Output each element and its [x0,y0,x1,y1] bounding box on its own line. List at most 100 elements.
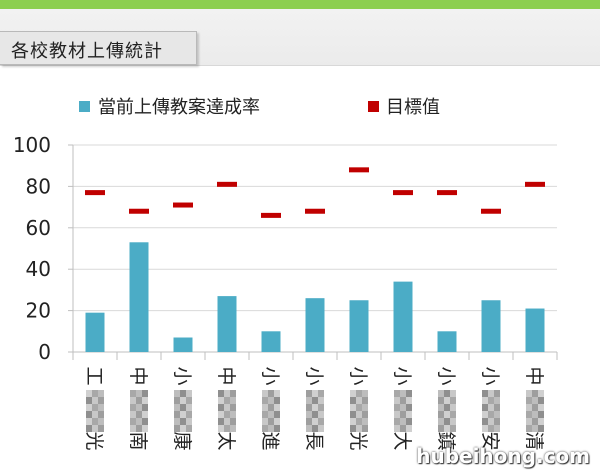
redacted-pixel [86,425,92,432]
redacted-pixel [268,397,274,404]
redacted-pixel [230,418,236,425]
redacted-pixel [142,418,148,425]
redacted-pixel [494,425,500,432]
redacted-pixel [86,397,92,404]
redacted-pixel [532,418,538,425]
data-bar [305,298,325,352]
redacted-pixel [494,397,500,404]
data-bar [217,296,237,352]
target-marker [305,208,325,214]
redacted-pixel [86,418,92,425]
redacted-pixel [274,418,280,425]
redacted-pixel [130,425,136,432]
legend-swatch-bars [79,101,90,112]
redacted-pixel [318,418,324,425]
redacted-pixel [312,411,318,418]
redacted-pixel [444,397,450,404]
redacted-pixel [180,404,186,411]
redacted-pixel [444,411,450,418]
watermark: hubeihong.com [416,444,590,468]
redacted-pixel [218,404,224,411]
redacted-pixel [274,411,280,418]
redacted-pixel [444,425,450,432]
x-label-bottom: 光 [347,431,369,450]
redacted-pixel [306,411,312,418]
redacted-pixel [180,425,186,432]
redacted-pixel [98,397,104,404]
legend-label-bars: 當前上傳教案達成率 [98,97,260,118]
redacted-pixel [142,411,148,418]
redacted-pixel [98,418,104,425]
redacted-pixel [268,418,274,425]
x-label-top: 小 [303,366,325,385]
redacted-pixel [224,425,230,432]
redacted-pixel [482,397,488,404]
redacted-pixel [362,404,368,411]
redacted-pixel [186,425,192,432]
redacted-pixel [180,411,186,418]
redacted-pixel [394,397,400,404]
redacted-pixel [538,404,544,411]
redacted-pixel [450,411,456,418]
redacted-pixel [130,397,136,404]
redacted-pixel [186,397,192,404]
redacted-pixel [230,390,236,397]
redacted-pixel [92,425,98,432]
redacted-pixel [532,404,538,411]
top-accent-bar [0,0,600,9]
redacted-pixel [274,404,280,411]
redacted-pixel [86,411,92,418]
x-label-top: 小 [171,366,193,385]
redacted-pixel [268,390,274,397]
redacted-pixel [230,404,236,411]
x-label-bottom: 大 [391,431,413,450]
redacted-pixel [174,411,180,418]
redacted-pixel [438,411,444,418]
redacted-pixel [444,390,450,397]
x-label-bottom: 南 [127,431,149,450]
redacted-pixel [268,404,274,411]
redacted-pixel [142,404,148,411]
y-tick-label: 0 [38,340,51,364]
x-label-top: 中 [523,366,545,385]
redacted-pixel [482,411,488,418]
x-label-bottom: 進 [259,431,281,450]
redacted-pixel [98,411,104,418]
redacted-pixel [406,418,412,425]
redacted-pixel [306,418,312,425]
y-tick-label: 80 [26,174,51,198]
redacted-pixel [180,390,186,397]
redacted-pixel [218,418,224,425]
redacted-pixel [136,425,142,432]
redacted-pixel [482,404,488,411]
redacted-pixel [224,411,230,418]
data-bar [349,300,369,352]
target-marker [437,190,457,196]
x-label-top: 小 [391,366,413,385]
x-label-bottom: 太 [215,431,237,450]
redacted-pixel [174,390,180,397]
target-marker [129,208,149,214]
redacted-pixel [306,425,312,432]
redacted-pixel [92,390,98,397]
redacted-pixel [224,390,230,397]
redacted-pixel [438,425,444,432]
redacted-pixel [494,418,500,425]
redacted-pixel [186,390,192,397]
redacted-pixel [362,397,368,404]
redacted-pixel [98,404,104,411]
redacted-pixel [450,404,456,411]
redacted-pixel [356,411,362,418]
redacted-pixel [262,390,268,397]
y-tick-label: 20 [26,299,51,323]
redacted-pixel [262,418,268,425]
data-bar [85,312,105,352]
redacted-pixel [444,404,450,411]
redacted-pixel [538,397,544,404]
redacted-pixel [526,425,532,432]
redacted-pixel [538,418,544,425]
redacted-pixel [394,425,400,432]
redacted-pixel [174,418,180,425]
redacted-pixel [98,425,104,432]
